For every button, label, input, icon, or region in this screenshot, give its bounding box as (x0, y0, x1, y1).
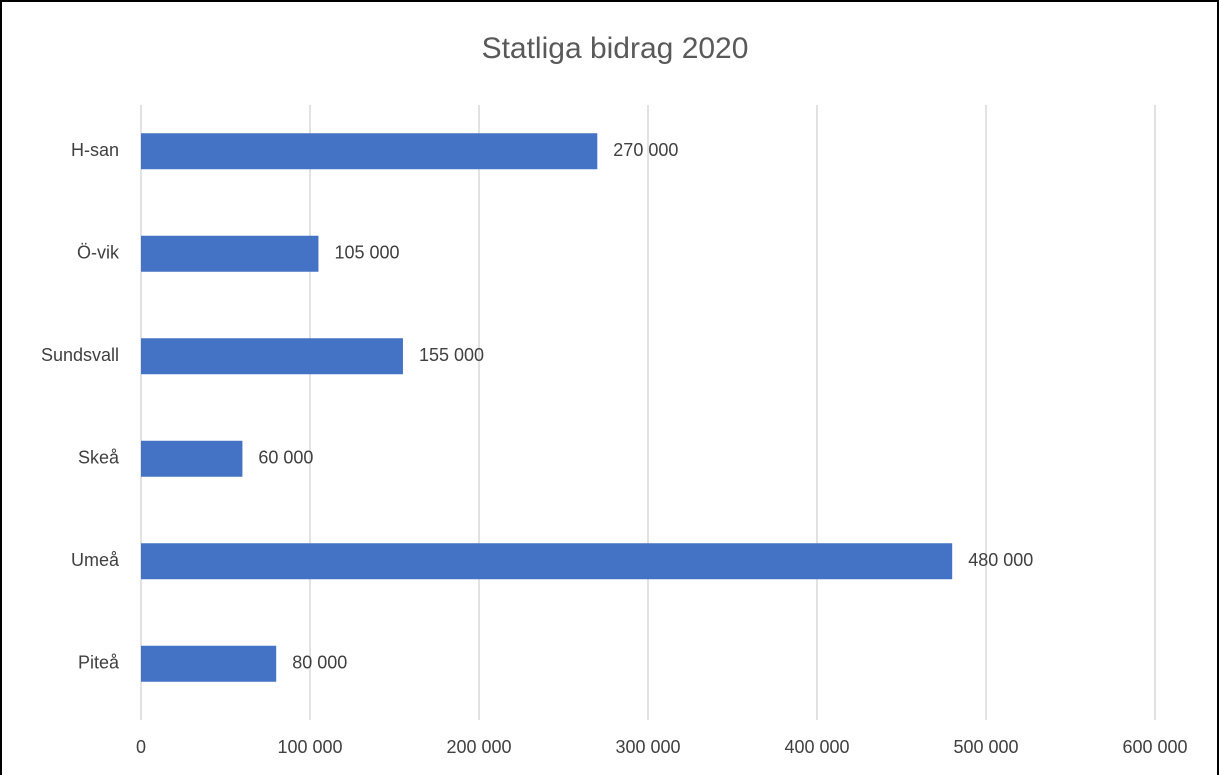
x-tick-label: 600 000 (1122, 737, 1187, 757)
x-tick-label: 500 000 (953, 737, 1018, 757)
x-tick-label: 400 000 (784, 737, 849, 757)
y-tick-label: Ö-vik (77, 243, 120, 263)
bar (141, 235, 319, 272)
data-label: 80 000 (292, 653, 347, 673)
x-tick-label: 200 000 (446, 737, 511, 757)
bar (141, 440, 243, 477)
y-tick-label: Skeå (78, 448, 120, 468)
x-tick-label: 100 000 (277, 737, 342, 757)
x-tick-label: 300 000 (615, 737, 680, 757)
y-tick-label: Piteå (78, 653, 120, 673)
data-label: 270 000 (613, 140, 678, 160)
bar (141, 645, 277, 682)
x-tick-label: 0 (136, 737, 146, 757)
y-tick-label: H-san (71, 140, 119, 160)
bar (141, 338, 403, 375)
data-label: 60 000 (258, 448, 313, 468)
y-tick-label: Umeå (71, 550, 120, 570)
data-label: 480 000 (968, 550, 1033, 570)
bar (141, 543, 953, 580)
y-tick-label: Sundsvall (41, 345, 119, 365)
bar (141, 133, 598, 170)
data-label: 155 000 (419, 345, 484, 365)
data-label: 105 000 (334, 243, 399, 263)
chart-title: Statliga bidrag 2020 (482, 32, 749, 65)
